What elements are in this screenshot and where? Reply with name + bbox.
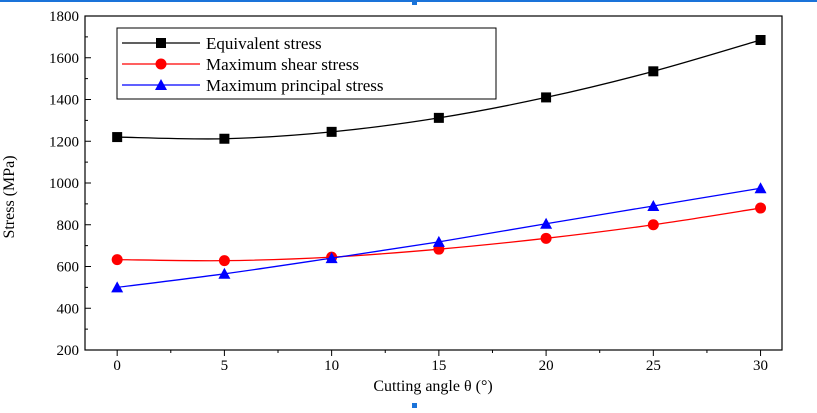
- top-accent-marker: [412, 0, 417, 5]
- legend-entry: Equivalent stress: [122, 34, 322, 53]
- data-point: [218, 267, 231, 279]
- data-point: [111, 254, 123, 266]
- x-tick-label: 20: [539, 358, 554, 374]
- series-2: [111, 202, 767, 267]
- data-point: [112, 132, 123, 143]
- data-point: [219, 133, 230, 144]
- series-3: [111, 182, 767, 293]
- legend: Equivalent stress Maximum shear stress Max…: [116, 27, 497, 100]
- y-tick-label: 1800: [49, 9, 79, 25]
- x-tick-label: 5: [221, 358, 229, 374]
- data-point: [433, 112, 444, 123]
- data-point: [541, 92, 552, 103]
- x-tick-label: 15: [431, 358, 446, 374]
- y-tick-label: 800: [57, 218, 80, 234]
- legend-marker: [155, 58, 167, 70]
- top-accent-bar: [0, 0, 817, 2]
- y-axis-ticks: 200 400 600 800 1000 1200 1400 1600 1800: [49, 9, 91, 359]
- y-tick-label: 600: [57, 260, 80, 276]
- x-tick-label: 10: [324, 358, 339, 374]
- y-tick-label: 1000: [49, 176, 79, 192]
- legend-marker: [155, 79, 167, 90]
- data-point: [326, 126, 337, 137]
- data-point: [540, 232, 552, 244]
- legend-label: Maximum shear stress: [206, 55, 359, 74]
- y-tick-label: 1400: [49, 93, 79, 109]
- legend-label: Maximum principal stress: [206, 76, 384, 95]
- legend-entry: Maximum shear stress: [122, 55, 359, 74]
- series-1: [112, 35, 766, 144]
- legend-entry: Maximum principal stress: [122, 76, 384, 95]
- bottom-accent-marker: [412, 403, 417, 408]
- x-tick-label: 25: [646, 358, 661, 374]
- x-tick-label: 30: [753, 358, 768, 374]
- y-tick-label: 200: [57, 343, 80, 359]
- legend-marker: [156, 38, 166, 48]
- series-layer: [111, 35, 767, 293]
- y-tick-label: 1200: [49, 134, 79, 150]
- data-point: [218, 255, 230, 267]
- y-tick-label: 400: [57, 301, 80, 317]
- data-point: [754, 182, 767, 194]
- data-point: [325, 252, 338, 264]
- data-point: [647, 219, 659, 231]
- y-tick-label: 1600: [49, 51, 79, 67]
- data-point: [540, 217, 553, 229]
- x-axis-ticks: 0 5 10 15 20 25 30: [113, 350, 768, 374]
- x-tick-label: 0: [113, 358, 121, 374]
- data-point: [755, 202, 767, 214]
- legend-label: Equivalent stress: [206, 34, 322, 53]
- x-axis-title: Cutting angle θ (°): [373, 378, 492, 395]
- y-axis-title: Stress (MPa): [1, 155, 18, 238]
- data-point: [755, 35, 766, 46]
- data-point: [648, 66, 659, 77]
- data-point: [647, 199, 660, 211]
- data-point: [432, 235, 445, 247]
- data-point: [111, 281, 124, 293]
